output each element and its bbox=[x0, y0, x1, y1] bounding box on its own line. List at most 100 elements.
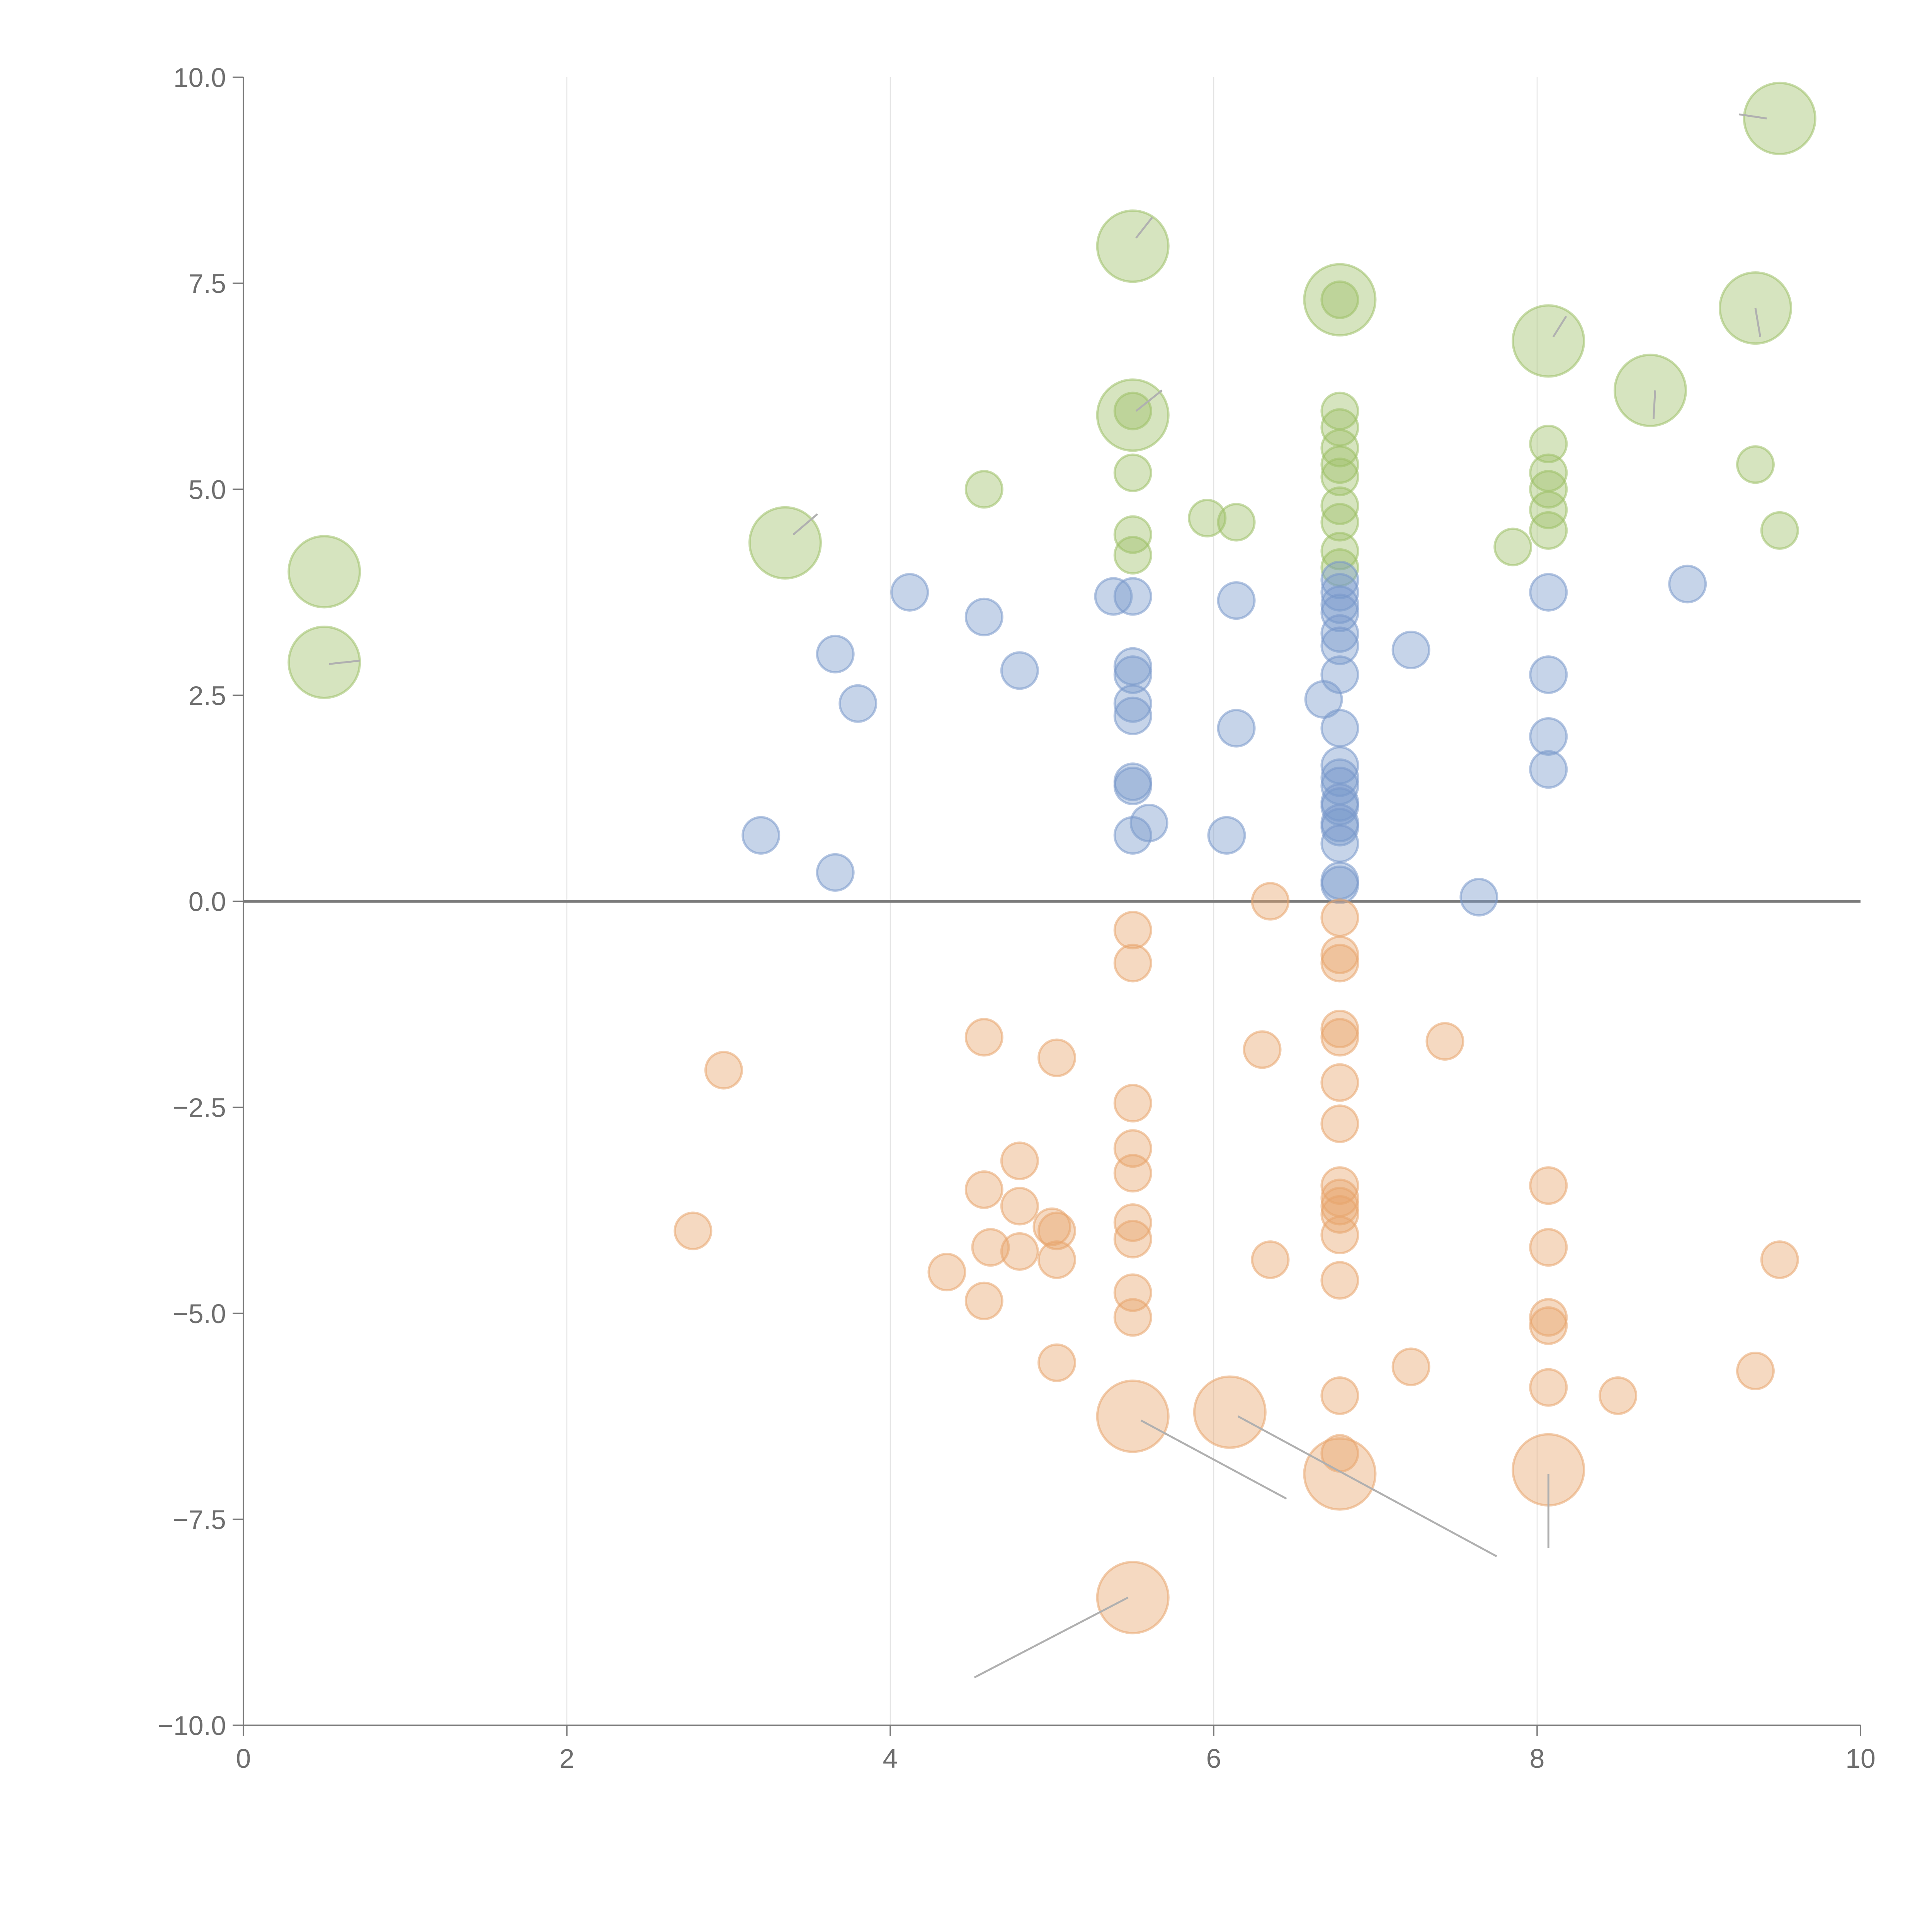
green-bubble bbox=[1320, 457, 1359, 497]
orange-bubble bbox=[1391, 1347, 1430, 1386]
orange-bubble bbox=[1320, 1261, 1359, 1300]
y-tick-label: −7.5 bbox=[173, 1505, 226, 1535]
x-tick-label: 2 bbox=[560, 1743, 575, 1774]
orange-bubble bbox=[673, 1211, 713, 1250]
y-tick-label: −10.0 bbox=[158, 1711, 226, 1741]
green-bubble bbox=[1320, 532, 1359, 571]
blue-bubble bbox=[1320, 865, 1359, 904]
green-bubble bbox=[1736, 445, 1775, 484]
blue-bubble bbox=[1217, 581, 1256, 620]
orange-bubble bbox=[971, 1228, 1010, 1267]
annotation-connector bbox=[1140, 1419, 1287, 1500]
orange-bubble bbox=[704, 1051, 743, 1090]
orange-bubble bbox=[964, 1170, 1003, 1209]
y-tick-label: 5.0 bbox=[189, 474, 226, 505]
green-bubble bbox=[1529, 424, 1568, 463]
orange-bubble bbox=[1096, 1379, 1170, 1453]
orange-bubble bbox=[964, 1018, 1003, 1057]
x-tick-label: 8 bbox=[1530, 1743, 1545, 1774]
blue-bubble bbox=[816, 634, 855, 673]
blue-bubble bbox=[1304, 680, 1343, 719]
orange-bubble bbox=[1113, 1083, 1152, 1122]
orange-bubble bbox=[1037, 1240, 1077, 1279]
orange-bubble bbox=[1599, 1376, 1638, 1415]
orange-bubble bbox=[1320, 944, 1359, 983]
blue-bubble bbox=[1113, 816, 1152, 855]
blue-bubble bbox=[742, 816, 781, 855]
orange-bubble bbox=[1529, 1306, 1568, 1345]
orange-bubble bbox=[1736, 1352, 1775, 1391]
orange-bubble bbox=[1760, 1240, 1799, 1279]
blue-bubble bbox=[1529, 655, 1568, 694]
blue-bubble bbox=[1094, 577, 1133, 616]
orange-bubble bbox=[1529, 1298, 1568, 1337]
orange-bubble bbox=[1320, 1434, 1359, 1473]
blue-bubble bbox=[1207, 816, 1246, 855]
blue-bubble bbox=[838, 684, 878, 723]
green-bubble bbox=[1529, 470, 1568, 509]
annotation-connector bbox=[1552, 316, 1567, 338]
y-tick-label: 10.0 bbox=[173, 63, 226, 93]
blue-bubble bbox=[890, 573, 929, 612]
blue-bubble bbox=[1320, 585, 1359, 624]
blue-bubble bbox=[816, 853, 855, 892]
x-tick-label: 10 bbox=[1845, 1743, 1876, 1774]
orange-bubble bbox=[1529, 1228, 1568, 1267]
blue-bubble bbox=[1320, 626, 1359, 665]
blue-bubble bbox=[1320, 808, 1359, 847]
orange-bubble bbox=[1529, 1368, 1568, 1407]
orange-bubble bbox=[1251, 882, 1290, 921]
y-tick-label: −2.5 bbox=[173, 1093, 226, 1123]
green-bubble bbox=[1529, 490, 1568, 529]
green-bubble bbox=[1217, 503, 1256, 542]
orange-bubble bbox=[1320, 898, 1359, 937]
annotation-connector bbox=[974, 1597, 1129, 1679]
green-bubble bbox=[1320, 503, 1359, 542]
green-bubble bbox=[1320, 445, 1359, 484]
annotation-connector bbox=[1739, 113, 1767, 120]
orange-bubble bbox=[1320, 1187, 1359, 1226]
blue-bubble bbox=[1320, 573, 1359, 612]
blue-bubble bbox=[1113, 655, 1152, 694]
y-tick-label: 0.0 bbox=[189, 887, 226, 917]
green-bubble bbox=[1320, 429, 1359, 468]
blue-bubble bbox=[1320, 824, 1359, 863]
orange-bubble bbox=[927, 1253, 966, 1292]
blue-bubble bbox=[1459, 878, 1498, 917]
green-bubble bbox=[1512, 304, 1585, 378]
green-bubble bbox=[1188, 498, 1227, 537]
green-bubble bbox=[1320, 280, 1359, 319]
blue-bubble bbox=[1529, 717, 1568, 756]
blue-bubble bbox=[1668, 565, 1707, 604]
green-bubble bbox=[1096, 378, 1170, 452]
blue-bubble bbox=[1320, 709, 1359, 748]
green-bubble bbox=[1113, 453, 1152, 492]
blue-bubble bbox=[1113, 766, 1152, 805]
green-bubble bbox=[1493, 527, 1532, 566]
green-bubble bbox=[287, 535, 361, 609]
annotation-connector bbox=[793, 513, 818, 536]
orange-bubble bbox=[1113, 1219, 1152, 1259]
blue-bubble bbox=[1529, 750, 1568, 789]
annotation-connector bbox=[1237, 1415, 1497, 1558]
blue-bubble bbox=[1000, 651, 1039, 690]
annotation-layer bbox=[329, 113, 1767, 1679]
orange-bubble bbox=[1320, 1195, 1359, 1234]
y-tick-label: 7.5 bbox=[189, 269, 226, 299]
orange-bubble bbox=[1113, 911, 1152, 950]
orange-bubble bbox=[1000, 1141, 1039, 1180]
green-bubble bbox=[1096, 209, 1170, 283]
orange-bubble bbox=[1193, 1375, 1267, 1449]
orange-bubble bbox=[1320, 1063, 1359, 1102]
annotation-connector bbox=[329, 660, 360, 665]
blue-bubble bbox=[1217, 709, 1256, 748]
annotation-connector bbox=[1135, 216, 1153, 239]
orange-bubble bbox=[1320, 1216, 1359, 1255]
orange-bubble bbox=[1320, 1166, 1359, 1205]
orange-bubble bbox=[1425, 1022, 1464, 1061]
green-bubble bbox=[964, 470, 1003, 509]
orange-bubble bbox=[1320, 935, 1359, 975]
orange-bubble bbox=[1000, 1232, 1039, 1271]
